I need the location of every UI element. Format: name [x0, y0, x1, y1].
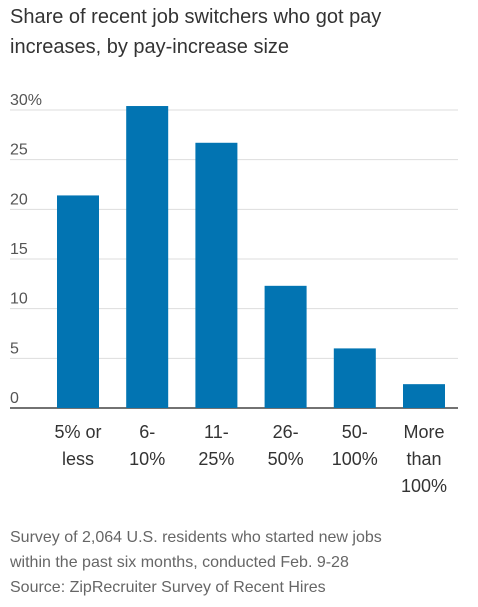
- bar: [333, 348, 376, 408]
- y-tick-label: 10: [10, 291, 28, 308]
- chart-title: Share of recent job switchers who got pa…: [10, 6, 382, 58]
- footnote-line-2: within the past six months, conducted Fe…: [10, 554, 349, 571]
- x-tick-label: More than 100%: [401, 422, 447, 496]
- bars: [57, 106, 445, 408]
- y-tick-label: 20: [10, 191, 28, 208]
- bar: [403, 384, 445, 408]
- bar: [57, 195, 99, 408]
- x-tick-label: 6-10%: [129, 422, 165, 469]
- y-tick-label: 30%: [10, 92, 42, 109]
- y-tick-label: 5: [10, 340, 19, 357]
- bar: [126, 106, 169, 408]
- y-axis-ticks: 30% 25 20 15 10 5 0: [10, 92, 42, 407]
- y-tick-label: 25: [10, 142, 28, 159]
- footnote: Survey of 2,064 U.S. residents who start…: [10, 525, 470, 600]
- x-tick-label: 5% or less: [54, 422, 101, 469]
- source-note: Source: ZipRecruiter Survey of Recent Hi…: [10, 579, 326, 596]
- bar: [264, 285, 307, 408]
- bar-chart: 30% 25 20 15 10 5 0 5% or less 6-10% 11-25% 26-50%…: [10, 92, 458, 496]
- footnote-line-1: Survey of 2,064 U.S. residents who start…: [10, 529, 382, 546]
- y-tick-label: 15: [10, 241, 28, 258]
- x-tick-label: 11-25%: [198, 422, 234, 469]
- x-tick-label: 26-50%: [268, 422, 304, 469]
- x-tick-label: 50-100%: [332, 422, 378, 469]
- x-axis-ticks: 5% or less 6-10% 11-25% 26-50% 50-100% More tha…: [54, 422, 447, 496]
- bar: [195, 142, 238, 408]
- y-tick-label: 0: [10, 390, 19, 407]
